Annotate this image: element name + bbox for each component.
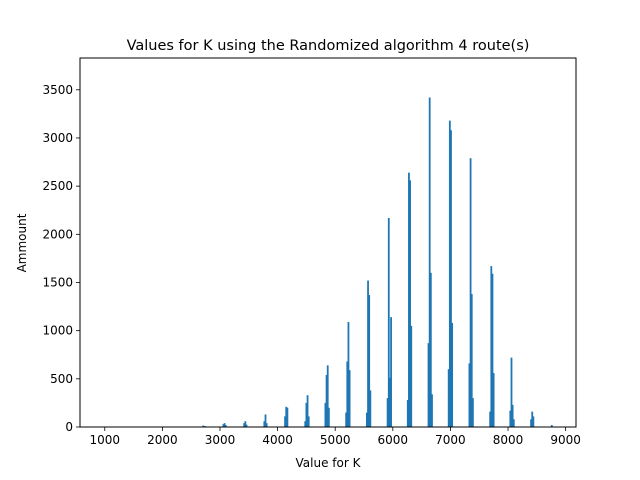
y-axis-label: Ammount [15,213,29,272]
bar [509,410,512,427]
bar [284,416,286,427]
bar [429,272,432,427]
bar [489,411,492,427]
y-tick-label: 0 [65,420,73,434]
bar [286,407,289,427]
bar [369,390,372,427]
bar [386,398,389,427]
x-tick-label: 5000 [320,433,351,447]
bar [470,294,473,427]
bar [510,357,513,427]
x-tick-label: 8000 [493,433,524,447]
bar [223,423,226,427]
bar [389,377,391,427]
bar [410,325,413,427]
bar [324,402,327,427]
bar [491,273,494,427]
bar [431,394,433,427]
bar [244,421,247,427]
bar [347,321,350,427]
bar [447,369,450,427]
bar [306,395,309,427]
y-tick-label: 1000 [42,324,73,338]
bar [346,361,349,427]
bar [245,424,248,427]
bar [224,425,227,427]
y-tick-label: 3000 [42,131,73,145]
y-tick-label: 2000 [42,227,73,241]
bar [531,411,534,427]
bar [550,425,553,427]
bar [427,343,430,427]
x-tick-label: 6000 [378,433,409,447]
bar [390,317,392,427]
bar [448,120,451,428]
bar [305,402,308,427]
x-tick-label: 3000 [205,433,236,447]
bar [368,295,371,427]
x-tick-label: 9000 [550,433,581,447]
bar [512,419,515,427]
plot-frame [79,57,577,428]
x-tick-label: 7000 [435,433,466,447]
y-tick-label: 1500 [42,275,73,289]
bar [367,280,369,427]
y-axis-ticks: 0 500 1000 1500 2000 2500 3000 3500 [42,83,80,434]
bar [222,424,225,427]
bar [264,414,267,427]
bar [202,425,205,427]
y-tick-label: 3500 [42,83,73,97]
bar [348,370,351,427]
bar [387,217,390,427]
bar [450,130,452,427]
bar [409,180,411,427]
bar [365,412,368,427]
chart-title: Values for K using the Randomized algori… [127,38,530,54]
bar [492,373,495,427]
bar [532,416,535,427]
bar [326,365,329,427]
y-tick-label: 500 [50,372,73,386]
x-axis-ticks: 1000 2000 3000 4000 5000 6000 7000 8000 9000 [89,427,581,447]
bar [406,400,409,427]
bar [490,266,493,427]
bar [263,421,266,427]
x-tick-label: 2000 [147,433,178,447]
bar [307,416,310,427]
bar [511,404,514,427]
bar [471,398,474,427]
x-axis-label: Value for K [296,456,362,470]
bar [428,97,431,427]
bar [345,412,348,427]
bar [285,406,288,427]
bar [451,322,454,427]
bar [408,172,410,427]
x-tick-label: 1000 [89,433,120,447]
bar [325,374,328,427]
bar [265,423,268,427]
y-tick-label: 2500 [42,179,73,193]
x-tick-label: 4000 [262,433,293,447]
bar [469,158,472,427]
bar [468,363,471,427]
bar [304,421,307,427]
bars-group [202,97,553,428]
bar [327,407,330,427]
bar [243,423,246,427]
bar [530,419,532,427]
